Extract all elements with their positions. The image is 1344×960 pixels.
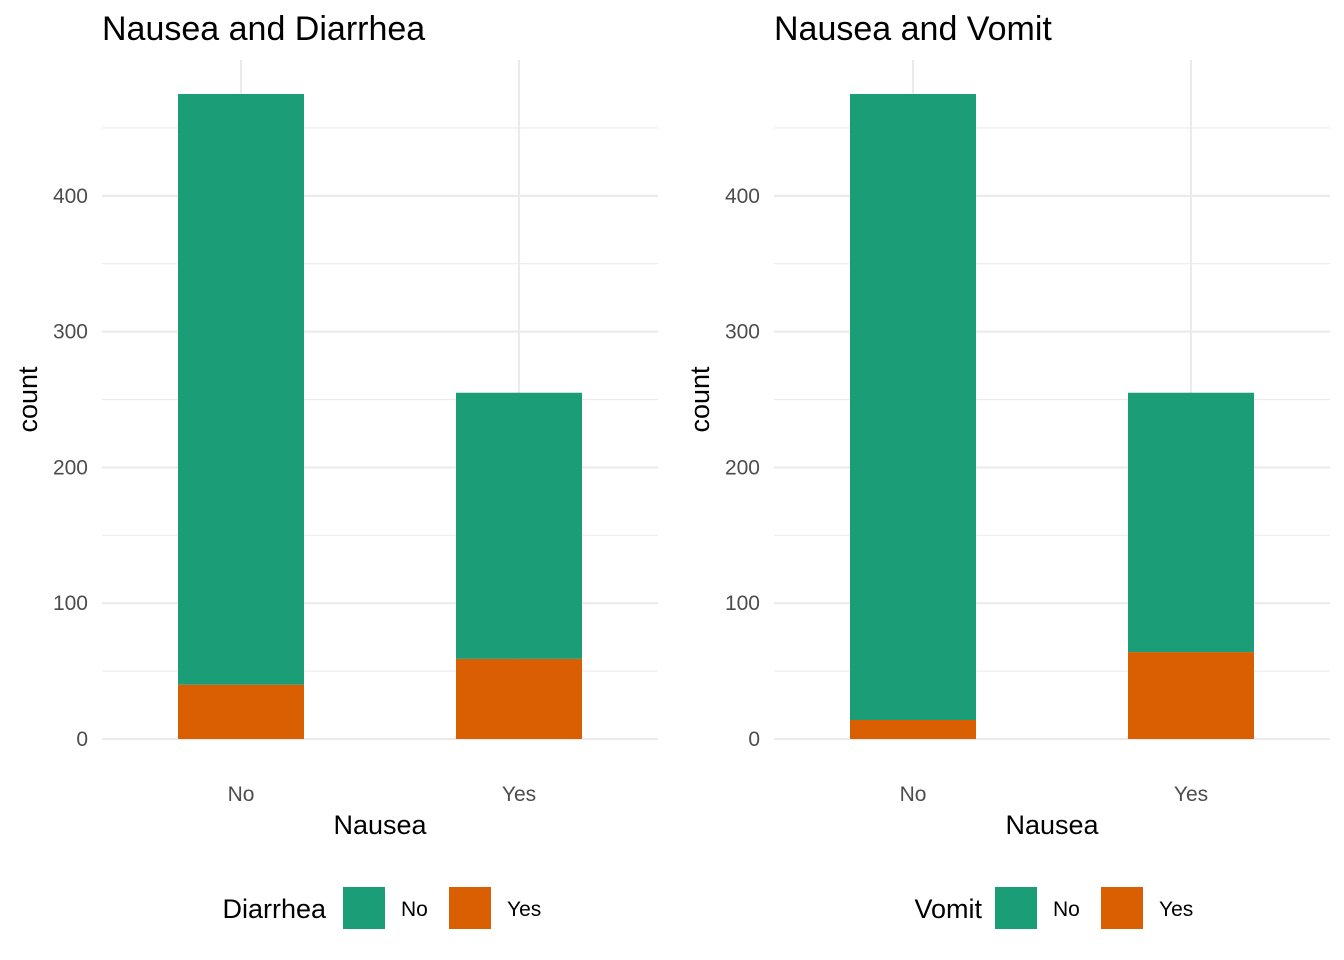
legend-key-yes <box>449 887 491 929</box>
legend-key-yes <box>1101 887 1143 929</box>
legend-key-no <box>995 887 1037 929</box>
legend-label-yes: Yes <box>507 898 541 921</box>
legend-title: Diarrhea <box>222 894 327 924</box>
bar-yes-no <box>456 392 582 659</box>
y-tick-label: 0 <box>748 728 760 751</box>
y-tick-label: 100 <box>725 592 760 615</box>
legend-key-no <box>343 887 385 929</box>
y-tick-label: 200 <box>725 456 760 479</box>
bar-no-no <box>178 94 304 685</box>
y-axis-title: count <box>13 366 43 433</box>
y-tick-label: 200 <box>53 456 88 479</box>
x-tick-label: No <box>900 783 927 806</box>
legend-label-no: No <box>401 898 428 921</box>
bar-no-no <box>850 94 976 720</box>
chart-panel-1: 0 100 200 300 400 No Yes Nausea and Diarrhea Nau… <box>13 10 658 929</box>
legend-title: Vomit <box>914 894 982 924</box>
bar-no-yes <box>850 719 976 739</box>
y-tick-label: 0 <box>76 728 88 751</box>
y-tick-label: 400 <box>725 185 760 208</box>
legend: Diarrhea No Yes <box>222 887 541 929</box>
legend-label-yes: Yes <box>1159 898 1193 921</box>
y-tick-label: 300 <box>53 321 88 344</box>
x-tick-label: Yes <box>1174 783 1208 806</box>
x-axis-title: Nausea <box>333 810 427 840</box>
y-tick-label: 400 <box>53 185 88 208</box>
bars <box>178 94 582 739</box>
chart-panel-2: 0 100 200 300 400 No Yes Nausea and Vomit Nausea… <box>685 10 1330 929</box>
legend: Vomit No Yes <box>914 887 1193 929</box>
x-tick-label: Yes <box>502 783 536 806</box>
chart-title: Nausea and Vomit <box>774 10 1052 48</box>
bar-yes-yes <box>1128 652 1254 739</box>
x-axis-title: Nausea <box>1005 810 1099 840</box>
x-tick-label: No <box>228 783 255 806</box>
legend-label-no: No <box>1053 898 1080 921</box>
chart-title: Nausea and Diarrhea <box>102 10 425 48</box>
bar-yes-no <box>1128 392 1254 653</box>
bar-yes-yes <box>456 658 582 739</box>
bar-no-yes <box>178 684 304 739</box>
y-tick-label: 300 <box>725 321 760 344</box>
y-tick-label: 100 <box>53 592 88 615</box>
bars <box>850 94 1254 739</box>
y-axis-title: count <box>685 366 715 433</box>
